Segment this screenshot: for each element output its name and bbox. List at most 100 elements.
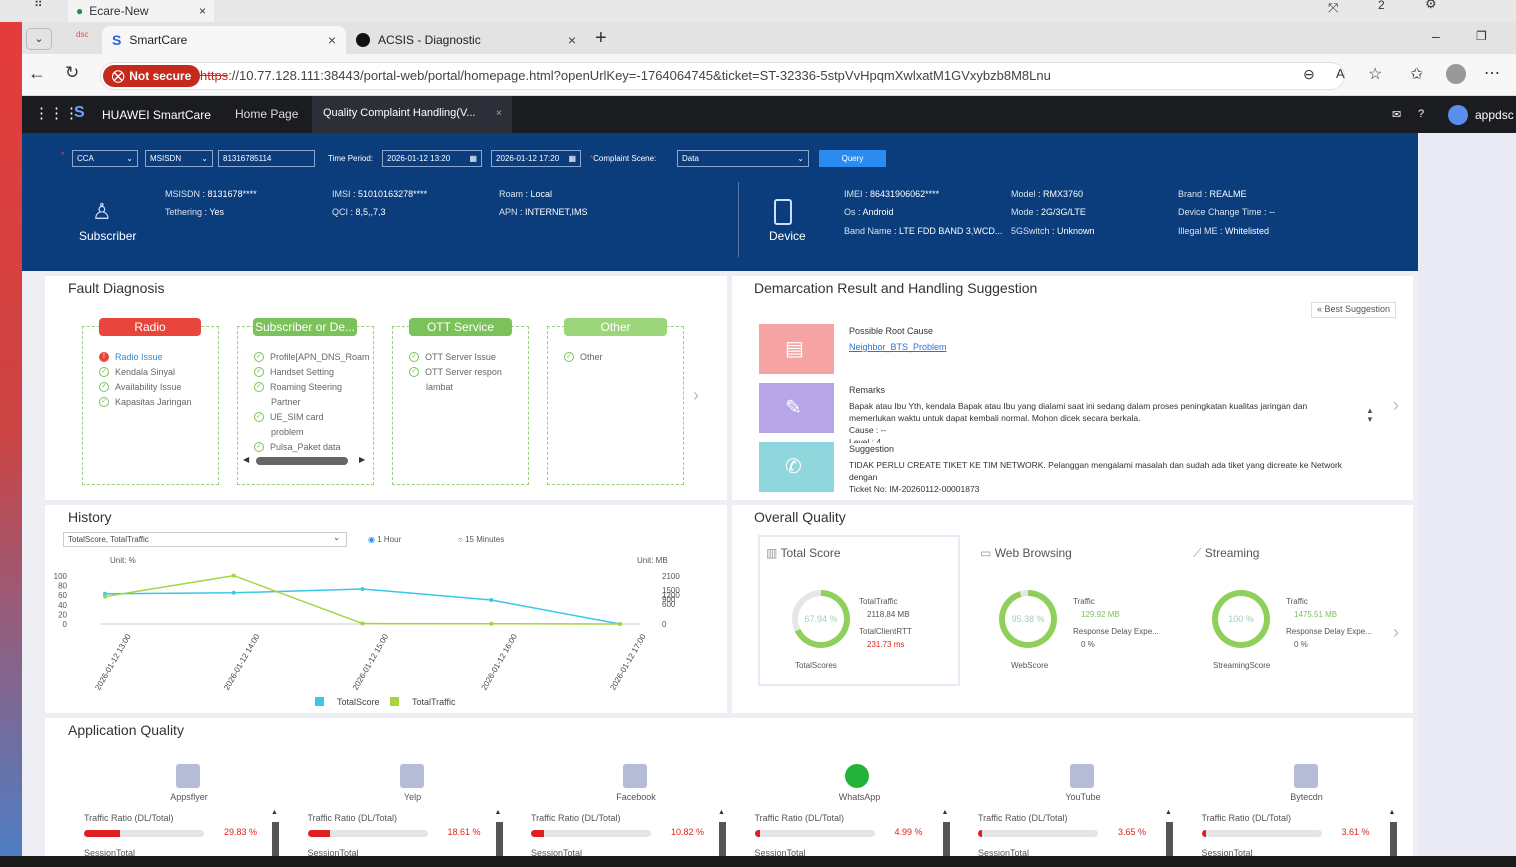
scroll-up-icon[interactable]: ▲: [1388, 809, 1396, 816]
chevron-right-icon[interactable]: ›: [1393, 622, 1399, 642]
help-icon[interactable]: ?: [1418, 108, 1425, 120]
url-box[interactable]: [100, 62, 1345, 90]
tab-ecare[interactable]: ● Ecare-New ×: [68, 0, 214, 22]
fault-item[interactable]: ✓ OTT Server respon: [409, 367, 502, 377]
mail-icon[interactable]: ✉: [1392, 109, 1402, 121]
radio-15-minutes[interactable]: ○ 15 Minutes: [458, 535, 504, 544]
best-suggestion-button[interactable]: « Best Suggestion: [1311, 302, 1397, 318]
vertical-scrollbar[interactable]: [495, 822, 503, 858]
new-tab-button[interactable]: +: [595, 27, 607, 49]
zoom-icon[interactable]: ⊖: [1303, 66, 1315, 82]
tab-quality-complaint[interactable]: Quality Complaint Handling(V... ×: [312, 96, 512, 133]
data-point[interactable]: [103, 591, 107, 596]
fault-item[interactable]: ✓ OTT Server Issue: [409, 352, 496, 362]
fault-item[interactable]: ✓ Handset Setting: [254, 367, 334, 377]
close-icon[interactable]: ×: [198, 4, 206, 18]
app-card[interactable]: Yelp Traffic Ratio (DL/Total) 18.61 % Sessi…: [302, 760, 512, 860]
fault-item[interactable]: ! Radio Issue: [99, 352, 163, 362]
data-point[interactable]: [489, 598, 494, 602]
tab-smartcare[interactable]: S SmartCare ×: [102, 26, 346, 54]
close-icon[interactable]: ×: [327, 32, 336, 48]
minimize-icon[interactable]: –: [1432, 28, 1440, 44]
grid-icon[interactable]: ⠿: [34, 0, 43, 10]
url-text[interactable]: https://10.77.128.111:38443/portal-web/p…: [200, 68, 1051, 83]
fault-item[interactable]: ✓ Roaming Steering: [254, 382, 342, 392]
fault-head-other[interactable]: Other: [564, 318, 667, 336]
vertical-scrollbar[interactable]: [942, 822, 950, 858]
fault-item[interactable]: ✓ Pulsa_Paket data: [254, 442, 341, 452]
profile-avatar[interactable]: [1446, 64, 1466, 84]
chevron-right-icon[interactable]: ›: [1393, 395, 1399, 415]
query-button[interactable]: Query: [819, 150, 886, 167]
vertical-scrollbar[interactable]: [719, 822, 726, 858]
user-avatar[interactable]: [1448, 105, 1468, 125]
app-card[interactable]: YouTube Traffic Ratio (DL/Total) 3.65 % Ses…: [972, 760, 1182, 860]
chevron-down-icon[interactable]: ⌄: [26, 28, 52, 50]
tab-acsis[interactable]: ACSIS - Diagnostic ×: [346, 26, 586, 54]
web-score-pct: 95.38 %: [1011, 614, 1045, 624]
vertical-scrollbar[interactable]: [272, 822, 279, 858]
read-aloud-icon[interactable]: A: [1336, 66, 1345, 81]
chevron-right-icon[interactable]: ›: [693, 385, 699, 405]
fault-head-radio[interactable]: Radio: [99, 318, 201, 336]
scroll-up-icon[interactable]: ▲: [941, 809, 949, 816]
user-name[interactable]: appdsc: [1475, 108, 1514, 122]
more-icon[interactable]: ⋯: [1484, 65, 1500, 82]
fault-head-subscriber[interactable]: Subscriber or De...: [253, 318, 357, 336]
vertical-scrollbar[interactable]: [1166, 822, 1173, 858]
app-card[interactable]: Appsflyer Traffic Ratio (DL/Total) 29.83 %…: [78, 760, 288, 860]
scroll-up-icon[interactable]: ▲: [271, 809, 278, 816]
app-card[interactable]: WhatsApp Traffic Ratio (DL/Total) 4.99 % Se…: [749, 760, 959, 860]
pin-icon[interactable]: ⤧: [1328, 0, 1339, 15]
data-point[interactable]: [618, 622, 622, 626]
scroll-left-icon[interactable]: ◀: [243, 455, 250, 464]
vertical-scrollbar[interactable]: [1389, 822, 1397, 858]
apps-grid-icon[interactable]: ⋮⋮⋮: [34, 105, 79, 122]
scroll-arrows-icon[interactable]: ▲ ▼: [1366, 406, 1374, 424]
scroll-up-icon[interactable]: ▲: [494, 809, 502, 816]
close-icon[interactable]: ×: [496, 108, 502, 119]
favorite-icon[interactable]: ☆: [1368, 66, 1383, 83]
fault-head-ott[interactable]: OTT Service: [409, 318, 512, 336]
cca-select[interactable]: CCA ⌄: [72, 150, 138, 167]
msisdn-input[interactable]: 81316785114: [218, 150, 315, 167]
data-point[interactable]: [231, 573, 236, 578]
fault-item[interactable]: ✓ UE_SIM card: [254, 412, 324, 422]
data-point[interactable]: [103, 594, 107, 599]
legend-label[interactable]: TotalTraffic: [412, 697, 456, 707]
tab-home-page[interactable]: Home Page: [235, 107, 299, 121]
end-time-input[interactable]: 2026-01-12 17:20 ▦: [491, 150, 581, 167]
fault-item[interactable]: ✓ Kendala Sinyal: [99, 367, 175, 377]
app-card[interactable]: Bytecdn Traffic Ratio (DL/Total) 3.61 % Ses…: [1196, 760, 1406, 860]
data-point[interactable]: [360, 586, 365, 591]
horizontal-scrollbar[interactable]: [256, 457, 348, 465]
not-secure-badge[interactable]: ⛒ Not secure: [103, 65, 201, 87]
root-cause-link[interactable]: Neighbor_BTS_Problem: [849, 342, 947, 352]
close-icon[interactable]: ×: [567, 32, 576, 48]
legend-label[interactable]: TotalScore: [337, 697, 380, 707]
fault-item[interactable]: ✓ Profile[APN_DNS_Roam: [254, 352, 370, 362]
data-point[interactable]: [231, 590, 236, 595]
radio-1-hour[interactable]: ◉ 1 Hour: [368, 535, 401, 544]
restore-icon[interactable]: ❐: [1476, 29, 1487, 43]
scene-select[interactable]: Data ⌄: [677, 150, 809, 167]
start-time-input[interactable]: 2026-01-12 13:20 ▦: [382, 150, 482, 167]
settings-icon[interactable]: ⚙: [1425, 0, 1437, 11]
scroll-up-icon[interactable]: ▲: [1165, 809, 1172, 816]
back-icon[interactable]: ←: [28, 63, 46, 83]
fault-item[interactable]: ✓ Availability Issue: [99, 382, 181, 392]
profile-count-icon[interactable]: 2: [1378, 0, 1385, 12]
data-point[interactable]: [360, 621, 365, 626]
total-score-card[interactable]: [758, 535, 960, 686]
dsc-icon[interactable]: dsc: [76, 30, 89, 39]
scroll-right-icon[interactable]: ▶: [359, 455, 366, 464]
history-metric-select[interactable]: TotalScore, TotalTraffic ⌄: [63, 532, 347, 547]
fault-item[interactable]: ✓ Other: [564, 352, 603, 362]
msisdn-type-select[interactable]: MSISDN ⌄: [145, 150, 213, 167]
favorites-bar-icon[interactable]: ✩: [1410, 66, 1424, 83]
app-card[interactable]: Facebook Traffic Ratio (DL/Total) 10.82 % S…: [525, 760, 735, 860]
fault-item[interactable]: ✓ Kapasitas Jaringan: [99, 397, 192, 407]
scroll-up-icon[interactable]: ▲: [718, 809, 725, 816]
refresh-icon[interactable]: ↻: [65, 63, 80, 82]
data-point[interactable]: [489, 621, 494, 626]
